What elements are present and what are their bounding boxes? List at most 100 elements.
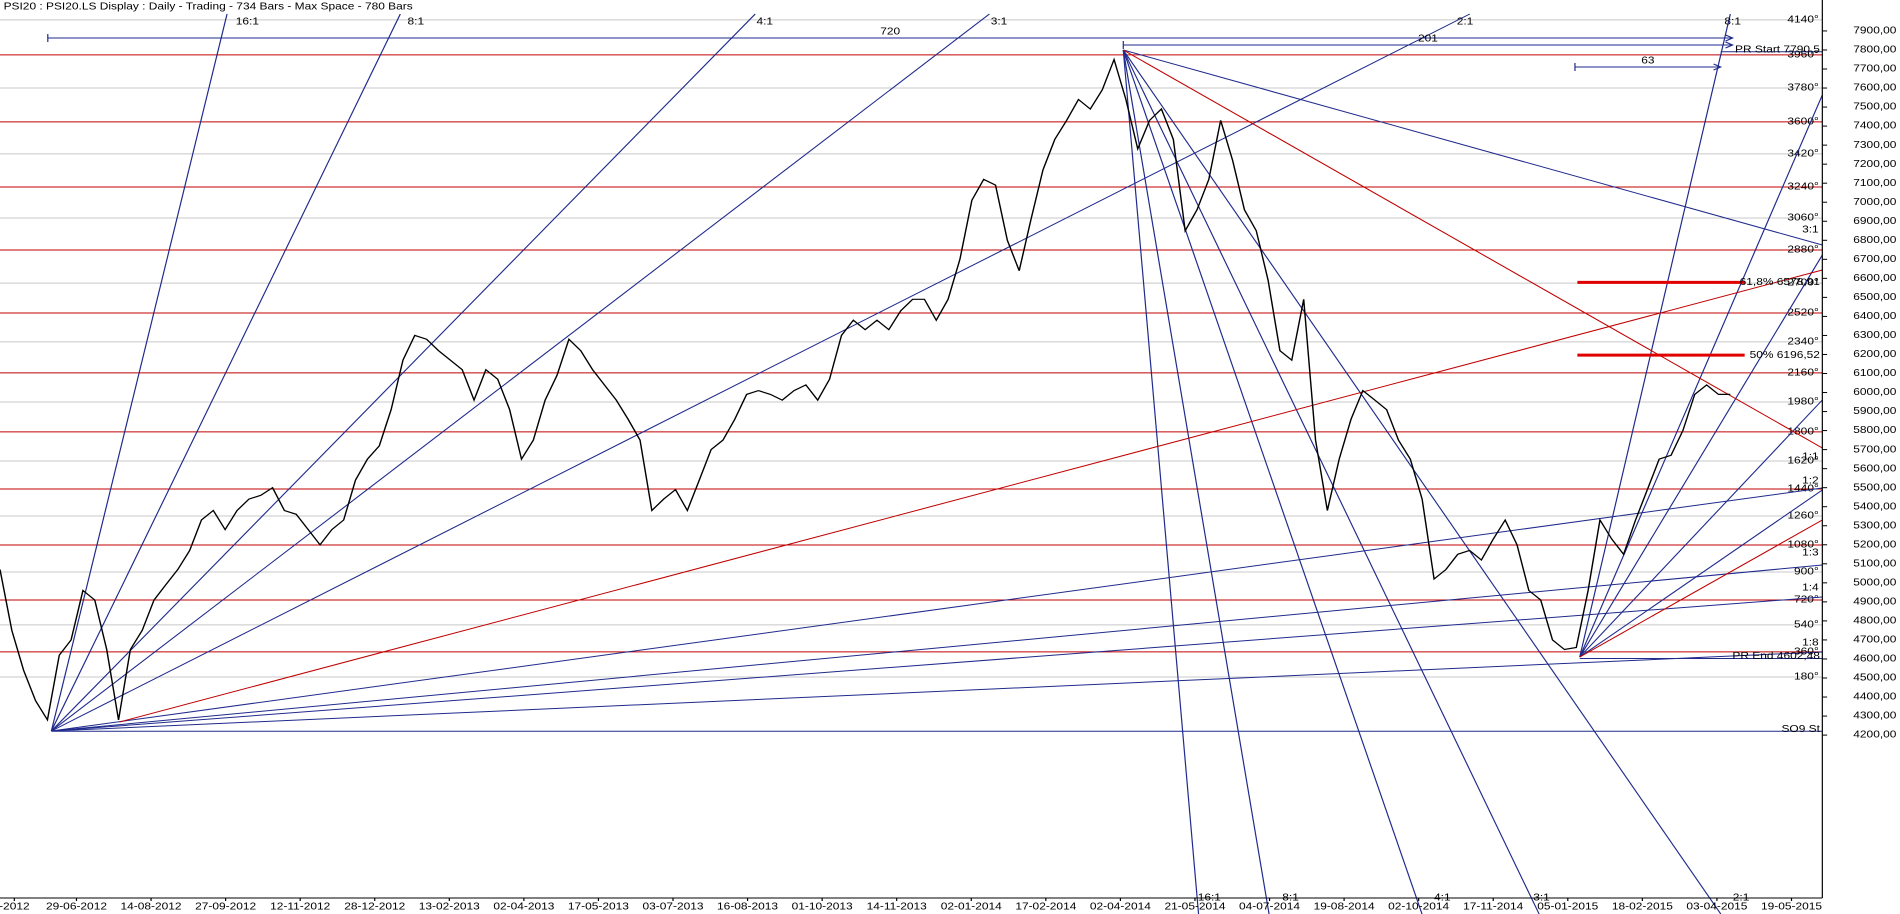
fib-label: 61,8% 6578,91 [1740,277,1820,288]
y-tick-label: 6900,00 [1853,216,1896,227]
y-tick-label: 6100,00 [1853,368,1896,379]
fan-line [50,13,756,732]
x-tick-label: 17-11-2014 [1463,901,1523,912]
y-tick-label: 5300,00 [1853,520,1896,531]
x-tick-label: 03-07-2013 [642,901,703,912]
y-tick-label: 7000,00 [1853,197,1896,208]
degree-label: 720° [1794,594,1819,605]
y-tick-label: 4900,00 [1853,596,1896,607]
fan-line [1122,49,1270,914]
fan-line [1579,94,1823,658]
x-tick-label: 12-11-2012 [270,901,330,912]
x-tick-label: 02-10-2014 [1388,901,1449,912]
fan-label: 16:1 [236,16,259,27]
fan-line [1123,49,1823,246]
x-tick-label: 13-02-2013 [419,901,480,912]
y-tick-label: 4300,00 [1853,711,1896,722]
price-marker-label: PR Start 7790,5 [1735,44,1820,55]
y-tick-label: 7500,00 [1853,102,1896,113]
x-tick-label: 16-08-2013 [717,901,778,912]
fan-line [51,596,1823,732]
y-tick-label: 6600,00 [1853,273,1896,284]
x-tick-label: 19-05-2015 [1761,901,1822,912]
y-tick-label: 4400,00 [1853,691,1896,702]
degree-label: 1440° [1787,483,1818,494]
degree-label: 4140° [1787,14,1818,25]
degree-label: 900° [1794,566,1819,577]
x-tick-label: 18-02-2015 [1612,901,1673,912]
fan-label: 8:1 [1724,16,1741,27]
degree-label: 1260° [1787,511,1818,522]
y-tick-label: 5000,00 [1853,577,1896,588]
degree-label: 1800° [1787,426,1818,437]
fan-label: 4:1 [756,16,773,27]
x-tick-label: 28-12-2012 [344,901,405,912]
y-tick-label: 5200,00 [1853,539,1896,550]
degree-label: 3960° [1787,49,1818,60]
y-tick-label: 5500,00 [1853,482,1896,493]
x-tick-label: 04-07-2014 [1239,901,1300,912]
span-head [1725,41,1735,49]
y-tick-label: 4600,00 [1853,653,1896,664]
fan-line [50,13,401,732]
fan-line [1122,49,1200,914]
y-tick-label: 6700,00 [1853,254,1896,265]
x-tick-label: 17-05-2013 [568,901,629,912]
y-tick-label: 4500,00 [1853,672,1896,683]
y-tick-label: 5600,00 [1853,463,1896,474]
degree-label: 180° [1794,672,1819,683]
degree-label: 3780° [1787,83,1818,94]
fan-label: 1:2 [1802,475,1819,486]
fan-label: 2:1 [1457,16,1474,27]
span-label: 63 [1641,55,1654,66]
trend-line [1579,519,1823,658]
x-tick-label: -2012 [0,901,30,912]
fan-line [1579,489,1823,658]
x-tick-label: 14-08-2012 [121,901,182,912]
y-tick-label: 6000,00 [1853,387,1896,398]
y-tick-label: 6200,00 [1853,349,1896,360]
degree-label: 2160° [1787,367,1818,378]
trend-line [1122,49,1823,449]
price-marker-label: SO9 St [1781,724,1819,735]
degree-label: 2700° [1787,278,1818,289]
degree-label: 3060° [1787,212,1818,223]
fan-line [1122,49,1540,914]
y-tick-label: 6300,00 [1853,330,1896,341]
y-tick-label: 4700,00 [1853,634,1896,645]
fan-line [1122,49,1722,914]
x-tick-label: 05-01-2015 [1537,901,1598,912]
fan-line [51,13,1471,732]
span-head [1713,63,1723,71]
fan-line [51,651,1823,732]
fan-line [1579,13,1731,658]
y-tick-label: 7300,00 [1853,140,1896,151]
y-tick-label: 5700,00 [1853,444,1896,455]
y-tick-label: 6400,00 [1853,311,1896,322]
degree-label: 1980° [1787,397,1818,408]
degree-label: 2520° [1787,307,1818,318]
y-tick-label: 7700,00 [1853,63,1896,74]
y-tick-label: 5900,00 [1853,406,1896,417]
fan-label: 3:1 [1802,224,1819,235]
degree-label: 3240° [1787,181,1818,192]
y-tick-label: 7800,00 [1853,44,1896,55]
x-tick-label: 19-08-2014 [1314,901,1375,912]
degree-label: 1620° [1787,456,1818,467]
fib-label: 50% 6196,52 [1750,350,1820,361]
y-tick-label: 7400,00 [1853,121,1896,132]
x-tick-label: 27-09-2012 [195,901,256,912]
y-tick-label: 6500,00 [1853,292,1896,303]
y-tick-label: 4200,00 [1853,730,1896,741]
x-tick-label: 02-04-2014 [1090,901,1151,912]
x-tick-label: 03-04-2015 [1686,901,1747,912]
y-tick-label: 7200,00 [1853,159,1896,170]
fan-line [1579,254,1823,658]
y-tick-label: 7900,00 [1853,25,1896,36]
chart-title: PSI20 : PSI20.LS Display : Daily - Tradi… [4,1,414,12]
degree-label: 540° [1794,619,1819,630]
fan-label: 1:8 [1802,637,1819,648]
trend-line [119,269,1823,723]
